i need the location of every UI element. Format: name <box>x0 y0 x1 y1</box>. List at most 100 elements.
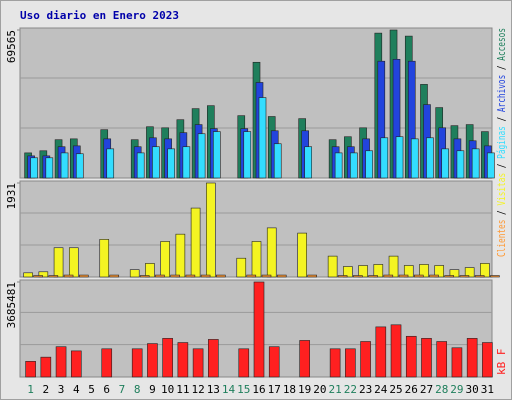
x-tick-label: 22 <box>344 383 357 396</box>
x-tick-label: 4 <box>73 383 80 396</box>
x-tick-label: 17 <box>268 383 281 396</box>
bar <box>444 275 455 278</box>
bar <box>403 265 414 278</box>
bar <box>368 275 378 278</box>
x-tick-label: 25 <box>389 383 402 396</box>
legend-item: Clientes <box>495 220 508 257</box>
bar <box>185 274 196 278</box>
bar <box>390 324 402 378</box>
bar <box>145 263 155 278</box>
legend-separator: / <box>495 61 508 75</box>
legend-item: Páginas <box>495 126 508 159</box>
bar <box>147 343 158 378</box>
x-tick-label: 24 <box>374 383 388 396</box>
bar <box>273 143 282 179</box>
bar <box>426 137 434 179</box>
bar <box>253 281 265 378</box>
bar <box>213 131 221 179</box>
bar <box>68 247 79 278</box>
bar <box>482 342 493 378</box>
bar <box>155 274 165 278</box>
bar <box>471 148 480 179</box>
bar <box>152 146 160 179</box>
x-tick-label: 8 <box>134 383 141 396</box>
bar <box>413 274 424 278</box>
x-tick-label: 14 <box>222 383 236 396</box>
bar <box>243 131 252 179</box>
bar <box>23 272 33 278</box>
bar <box>45 157 54 179</box>
bar <box>25 361 36 378</box>
x-tick-label: 9 <box>149 383 156 396</box>
bar <box>373 264 384 278</box>
x-tick-label: 6 <box>103 383 110 396</box>
bar <box>464 267 475 278</box>
bar <box>30 157 38 179</box>
y-tick-label: 3685481 <box>5 282 18 328</box>
legend-item: Visitas <box>495 173 508 206</box>
bar <box>177 342 189 378</box>
bar <box>480 263 490 278</box>
bar <box>456 150 465 179</box>
bar <box>261 274 272 278</box>
bar <box>99 239 110 278</box>
bar <box>307 274 317 278</box>
bar <box>78 274 89 278</box>
bar <box>53 247 64 278</box>
bar <box>182 146 191 179</box>
bar <box>405 335 417 378</box>
x-tick-label: 29 <box>450 383 463 396</box>
bar <box>60 152 69 179</box>
bar <box>236 257 247 278</box>
bar <box>410 138 419 179</box>
bar <box>276 274 287 278</box>
bar <box>109 274 120 278</box>
bar <box>365 150 373 179</box>
x-tick-label: 30 <box>466 383 479 396</box>
x-tick-label: 12 <box>191 383 204 396</box>
legend-item: Accesos <box>495 28 508 61</box>
bar <box>238 348 250 378</box>
bar <box>388 255 399 278</box>
bar <box>106 148 115 179</box>
bar <box>380 137 389 179</box>
bar <box>358 265 368 278</box>
bar <box>395 136 404 179</box>
x-tick-label: 7 <box>119 383 126 396</box>
x-tick-label: 13 <box>207 383 220 396</box>
y-tick-label: 1931 <box>5 183 18 210</box>
bar <box>129 269 140 278</box>
bar <box>337 275 348 278</box>
bar <box>474 275 485 278</box>
bar <box>490 275 500 278</box>
bar <box>38 271 49 278</box>
bar <box>197 133 206 179</box>
bar <box>192 348 204 378</box>
bar <box>451 347 463 378</box>
bar <box>216 274 226 278</box>
bar <box>419 264 429 278</box>
bar <box>268 346 280 378</box>
bar <box>206 182 216 278</box>
bar <box>329 348 341 378</box>
bar <box>304 146 312 179</box>
x-tick-label: 3 <box>58 383 65 396</box>
bar <box>343 266 353 278</box>
legend-separator: / <box>495 112 508 126</box>
bar <box>421 338 432 378</box>
bar <box>167 148 175 179</box>
bar <box>299 340 310 378</box>
bar <box>487 152 495 179</box>
bar <box>131 348 143 378</box>
bar <box>175 233 186 278</box>
x-tick-label: 15 <box>237 383 250 396</box>
bar <box>350 152 358 179</box>
bar <box>398 274 409 278</box>
bar <box>353 275 363 278</box>
bar <box>208 339 219 378</box>
x-tick-label: 19 <box>298 383 311 396</box>
bar <box>246 274 257 278</box>
x-tick-label: 11 <box>176 383 189 396</box>
bar <box>375 326 387 378</box>
